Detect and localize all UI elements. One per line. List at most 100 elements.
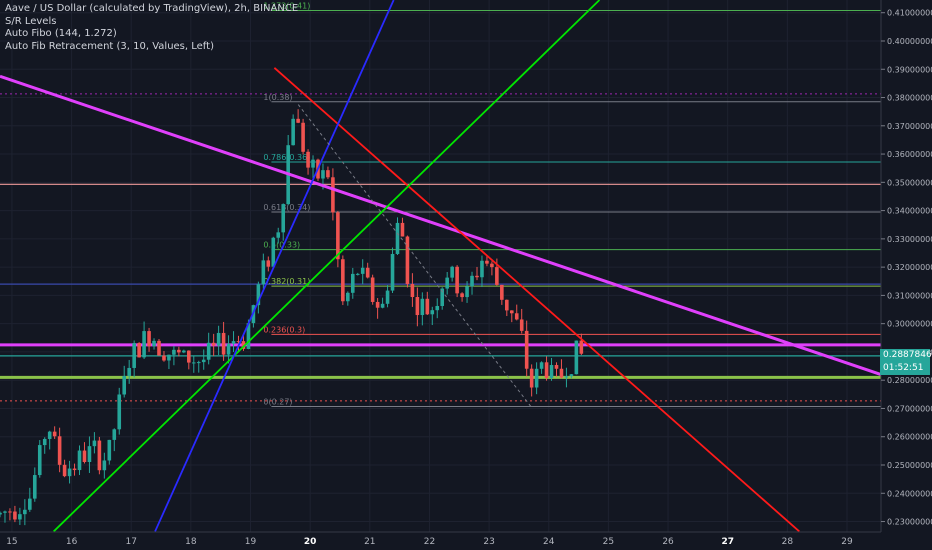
candle-body	[465, 286, 469, 298]
candle-body	[534, 368, 539, 388]
symbol-title[interactable]: Aave / US Dollar (calculated by TradingV…	[5, 3, 299, 14]
candle-body	[574, 340, 579, 375]
indicator-auto-fib-retracement[interactable]: Auto Fib Retracement (3, 10, Values, Lef…	[5, 40, 214, 52]
candle-body	[0, 512, 2, 515]
candle-body	[28, 498, 32, 510]
candle-body	[13, 511, 17, 520]
candle-body	[296, 118, 300, 123]
price-tick-label: 0.33000000	[887, 235, 932, 244]
time-tick-label: 21	[364, 537, 375, 547]
candle-body	[306, 151, 310, 168]
price-axis-background	[881, 0, 932, 550]
candle-body	[405, 236, 410, 285]
candle-body	[346, 292, 350, 302]
candle-body	[505, 299, 509, 311]
time-tick-label: 26	[662, 537, 674, 547]
trendline	[0, 74, 882, 376]
price-tick-label: 0.37000000	[887, 122, 932, 131]
candle-body	[107, 439, 112, 461]
candle-body	[271, 237, 276, 267]
price-axis[interactable]: 0.23000000 0.24000000 0.25000000 0.26000000…	[880, 0, 932, 550]
price-tick-label: 0.27000000	[887, 404, 932, 413]
candle-body	[341, 259, 345, 302]
time-tick-label: 20	[304, 537, 317, 547]
time-tick-label: 18	[185, 537, 197, 547]
candle-body	[390, 253, 395, 291]
candle-body	[187, 350, 191, 363]
time-tick-label: 25	[603, 537, 614, 547]
countdown-badge: 01:52:51	[880, 361, 930, 375]
time-tick-label: 24	[543, 537, 555, 547]
indicator-sr-levels[interactable]: S/R Levels	[5, 15, 57, 27]
candle-body	[236, 341, 241, 343]
candle-body	[480, 260, 484, 278]
candle-body	[485, 260, 489, 264]
candle-body	[52, 431, 57, 437]
candle-body	[37, 445, 42, 476]
candle-body	[112, 429, 117, 440]
candle-body	[425, 298, 430, 315]
candle-body	[500, 284, 504, 300]
candle-body	[360, 267, 365, 274]
candle-body	[196, 362, 201, 364]
candle-body	[172, 349, 176, 355]
candle-body	[132, 343, 136, 368]
time-tick-label: 23	[483, 537, 494, 547]
candle-body	[256, 284, 261, 306]
trendlines	[0, 0, 882, 533]
candle-body	[3, 511, 7, 513]
candle-body	[539, 362, 544, 369]
candle-body	[157, 340, 161, 356]
candle-body	[460, 293, 464, 298]
candle-body	[326, 170, 330, 178]
fib-level-label: 0(0.27)	[263, 397, 292, 406]
time-tick-label: 28	[782, 537, 794, 547]
candle-body	[455, 266, 459, 294]
indicator-auto-fibo[interactable]: Auto Fibo (144, 1.272)	[5, 28, 117, 39]
candle-body	[241, 341, 246, 349]
candle-body	[8, 511, 12, 513]
candle-body	[246, 323, 251, 349]
candle-body	[514, 313, 519, 320]
candle-body	[291, 118, 295, 146]
candle-body	[201, 359, 206, 363]
price-tick-label: 0.25000000	[887, 461, 932, 470]
candle-body	[182, 350, 186, 353]
candle-body	[400, 222, 405, 237]
candle-body	[579, 340, 584, 354]
time-tick-label: 19	[245, 537, 257, 547]
candle-body	[495, 267, 499, 285]
candle-body	[475, 275, 479, 278]
candle-body	[162, 355, 166, 361]
candle-body	[77, 450, 82, 471]
candle-body	[276, 232, 281, 238]
price-tick-label: 0.30000000	[887, 320, 932, 329]
price-tick-label: 0.34000000	[887, 207, 932, 216]
candle-body	[42, 438, 47, 446]
candle-body	[420, 298, 425, 316]
candle-body	[117, 394, 122, 430]
time-tick-label: 22	[424, 537, 435, 547]
candle-body	[569, 374, 574, 377]
candle-body	[331, 177, 335, 213]
candle-body	[82, 450, 87, 463]
price-tick-label: 0.31000000	[887, 291, 932, 300]
candle-body	[72, 468, 77, 471]
candle-body	[450, 266, 454, 278]
candle-body	[18, 514, 22, 520]
price-tick-label: 0.38000000	[887, 94, 932, 103]
candle-body	[47, 431, 52, 439]
fib-level-label: 0.236(0.3)	[263, 325, 305, 334]
candle-body	[147, 331, 151, 347]
time-axis[interactable]: 15 16 17 18 19 20 21 22 23 24 25 26 27 28 29	[0, 531, 932, 550]
candle-body	[221, 332, 226, 355]
fib-level-label: 1(0.38)	[263, 93, 292, 102]
candle-body	[435, 306, 440, 311]
price-tick-label: 0.36000000	[887, 150, 932, 159]
candle-body	[226, 343, 231, 355]
time-axis-background	[0, 532, 932, 550]
candle-body	[57, 436, 62, 465]
candle-body	[380, 303, 385, 308]
